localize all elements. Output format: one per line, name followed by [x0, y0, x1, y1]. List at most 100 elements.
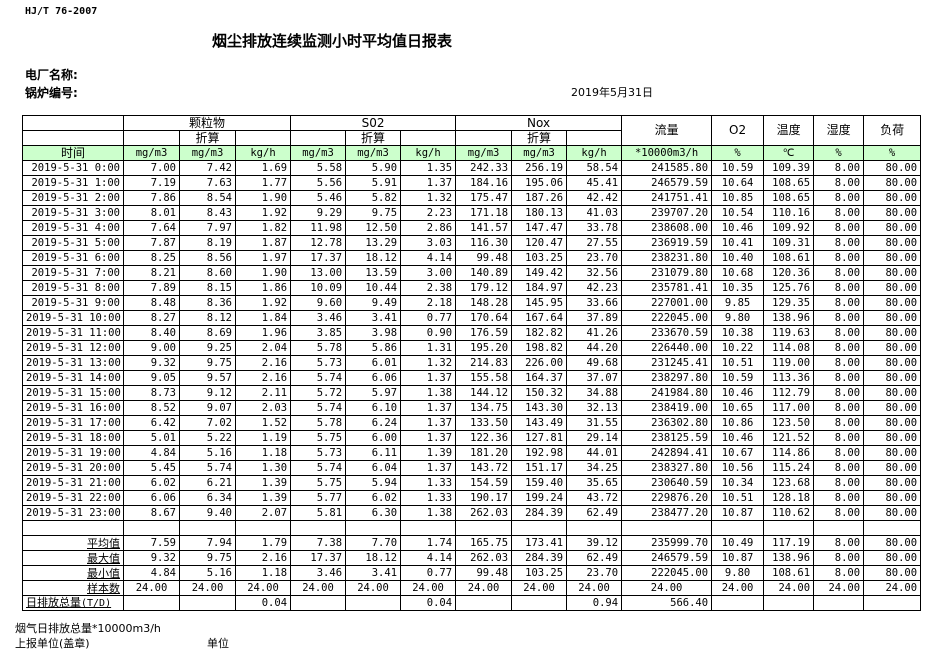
- value-cell: 1.31: [400, 340, 457, 356]
- value-cell: 147.47: [511, 220, 568, 236]
- value-cell: 99.48: [455, 250, 513, 266]
- empty-cell: [566, 520, 623, 536]
- summary-value: 24.00: [234, 580, 292, 596]
- summary-value: 103.25: [511, 565, 568, 581]
- value-cell: 2.03: [234, 400, 292, 416]
- value-cell: 8.01: [123, 205, 180, 221]
- unit-label: 单位: [207, 637, 229, 650]
- value-cell: 1.33: [400, 490, 457, 506]
- daily-total-value: 566.40: [621, 595, 713, 611]
- value-cell: 190.17: [455, 490, 513, 506]
- value-cell: 8.19: [179, 235, 236, 251]
- value-cell: 9.80: [711, 310, 765, 326]
- value-cell: 151.17: [511, 460, 568, 476]
- value-cell: 3.85: [290, 325, 347, 341]
- summary-value: 0.77: [400, 565, 457, 581]
- daily-total-value: [179, 595, 236, 611]
- value-cell: 192.98: [511, 445, 568, 461]
- value-cell: 12.50: [345, 220, 402, 236]
- value-cell: 43.72: [566, 490, 623, 506]
- standard-code: HJ/T 76-2007: [25, 6, 98, 17]
- value-cell: 5.82: [345, 190, 402, 206]
- table-row: 2019-5-31 2:00 7.86 8.54 1.90 5.46 5.82 1.32 17…: [22, 190, 922, 206]
- summary-row: 平均值 7.59 7.94 1.79 7.38 7.70 1.74 165.75 173.41 3…: [22, 535, 922, 551]
- summary-label: 最小值: [22, 565, 124, 581]
- value-cell: 8.00: [813, 220, 865, 236]
- unit-cell: kg/h: [566, 145, 623, 161]
- value-cell: 80.00: [863, 265, 922, 281]
- value-cell: 6.21: [179, 475, 236, 491]
- value-cell: 45.41: [566, 175, 623, 191]
- value-cell: 1.86: [234, 280, 292, 296]
- value-cell: 8.00: [813, 175, 865, 191]
- daily-total-value: [511, 595, 568, 611]
- daily-total-value: [290, 595, 347, 611]
- summary-value: 5.16: [179, 565, 236, 581]
- value-cell: 37.89: [566, 310, 623, 326]
- summary-value: 8.00: [813, 565, 865, 581]
- value-cell: 238608.00: [621, 220, 713, 236]
- table-row: 2019-5-31 16:00 8.52 9.07 2.03 5.74 6.10 1.37 1…: [22, 400, 922, 416]
- header-flow: 流量: [621, 115, 713, 146]
- value-cell: 1.96: [234, 325, 292, 341]
- value-cell: 8.48: [123, 295, 180, 311]
- emission-report-table: 颗粒物 S02 Nox 流量 O2 温度 湿度 负荷 折算 折算 折算 时间 mg…: [22, 115, 922, 611]
- value-cell: 10.44: [345, 280, 402, 296]
- summary-value: 80.00: [863, 535, 922, 551]
- summary-value: 62.49: [566, 550, 623, 566]
- value-cell: 2.16: [234, 370, 292, 386]
- value-cell: 2.86: [400, 220, 457, 236]
- value-cell: 10.46: [711, 385, 765, 401]
- unit-cell: kg/h: [400, 145, 457, 161]
- daily-total-unit: (T/D): [81, 598, 112, 609]
- header-particulate: 颗粒物: [122, 115, 292, 131]
- value-cell: 222045.00: [621, 310, 713, 326]
- header-blank: [566, 130, 623, 146]
- summary-value: 24.00: [179, 580, 236, 596]
- value-cell: 10.59: [711, 160, 765, 176]
- value-cell: 8.21: [123, 265, 180, 281]
- value-cell: 238125.59: [621, 430, 713, 446]
- value-cell: 0.77: [400, 310, 457, 326]
- summary-value: 7.59: [123, 535, 180, 551]
- value-cell: 80.00: [863, 205, 922, 221]
- daily-total-value: 0.04: [234, 595, 292, 611]
- summary-value: 9.75: [179, 550, 236, 566]
- value-cell: 8.00: [813, 235, 865, 251]
- empty-cell: [711, 520, 765, 536]
- unit-cell: ℃: [763, 145, 815, 161]
- value-cell: 6.04: [345, 460, 402, 476]
- value-cell: 1.92: [234, 295, 292, 311]
- table-row: 2019-5-31 15:00 8.73 9.12 2.11 5.72 5.97 1.38 1…: [22, 385, 922, 401]
- table-row: 2019-5-31 6:00 8.25 8.56 1.97 17.37 18.12 4.14…: [22, 250, 922, 266]
- value-cell: 42.42: [566, 190, 623, 206]
- value-cell: 167.64: [511, 310, 568, 326]
- value-cell: 120.36: [763, 265, 815, 281]
- value-cell: 1.35: [400, 160, 457, 176]
- value-cell: 108.65: [763, 175, 815, 191]
- value-cell: 80.00: [863, 445, 922, 461]
- value-cell: 108.65: [763, 190, 815, 206]
- summary-value: 24.00: [123, 580, 180, 596]
- value-cell: 170.64: [455, 310, 513, 326]
- value-cell: 117.00: [763, 400, 815, 416]
- value-cell: 8.00: [813, 460, 865, 476]
- value-cell: 262.03: [455, 505, 513, 521]
- header-blank: [290, 130, 347, 146]
- value-cell: 1.19: [234, 430, 292, 446]
- header-row-converted: 折算 折算 折算: [22, 130, 921, 146]
- value-cell: 2.16: [234, 355, 292, 371]
- value-cell: 6.42: [123, 415, 180, 431]
- summary-value: 117.19: [763, 535, 815, 551]
- value-cell: 10.51: [711, 490, 765, 506]
- value-cell: 8.27: [123, 310, 180, 326]
- value-cell: 115.24: [763, 460, 815, 476]
- value-cell: 182.82: [511, 325, 568, 341]
- time-cell: 2019-5-31 21:00: [22, 475, 124, 491]
- value-cell: 80.00: [863, 280, 922, 296]
- summary-value: 173.41: [511, 535, 568, 551]
- value-cell: 5.01: [123, 430, 180, 446]
- value-cell: 241751.41: [621, 190, 713, 206]
- value-cell: 13.29: [345, 235, 402, 251]
- summary-value: 4.84: [123, 565, 180, 581]
